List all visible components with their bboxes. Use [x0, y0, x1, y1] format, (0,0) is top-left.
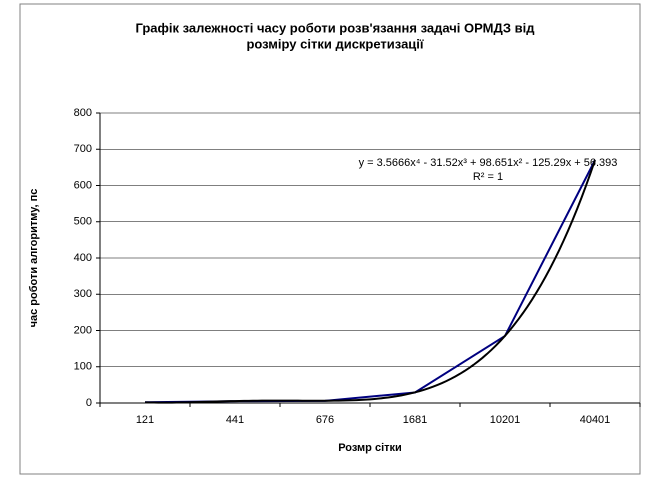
trendline-r2: R² = 1	[473, 171, 503, 183]
y-tick-label: 300	[74, 288, 92, 300]
x-tick-label: 676	[316, 414, 334, 426]
y-tick-label: 500	[74, 216, 92, 228]
y-tick-label: 600	[74, 179, 92, 191]
trendline	[144, 159, 596, 404]
data-line	[144, 159, 596, 404]
x-tick-label: 1681	[403, 414, 427, 426]
trendline-equation: y = 3.5666x⁴ - 31.52x³ + 98.651x² - 125.…	[359, 157, 618, 169]
x-tick-label: 121	[136, 414, 154, 426]
y-axis-title: час роботи алгоритму, пс	[28, 189, 40, 328]
y-tick-label: 200	[74, 324, 92, 336]
y-tick-label: 800	[74, 107, 92, 119]
chart-title: Графік залежності часу роботи розв'язанн…	[135, 20, 535, 35]
y-tick-label: 400	[74, 252, 92, 264]
x-axis-title: Розмр сітки	[338, 442, 402, 454]
x-tick-label: 441	[226, 414, 244, 426]
y-tick-label: 0	[86, 397, 92, 409]
chart-title: розміру сітки дискретизації	[246, 36, 423, 51]
x-tick-label: 40401	[580, 414, 611, 426]
y-tick-label: 100	[74, 361, 92, 373]
x-tick-label: 10201	[490, 414, 521, 426]
chart-border	[19, 3, 641, 475]
y-tick-label: 700	[74, 143, 92, 155]
